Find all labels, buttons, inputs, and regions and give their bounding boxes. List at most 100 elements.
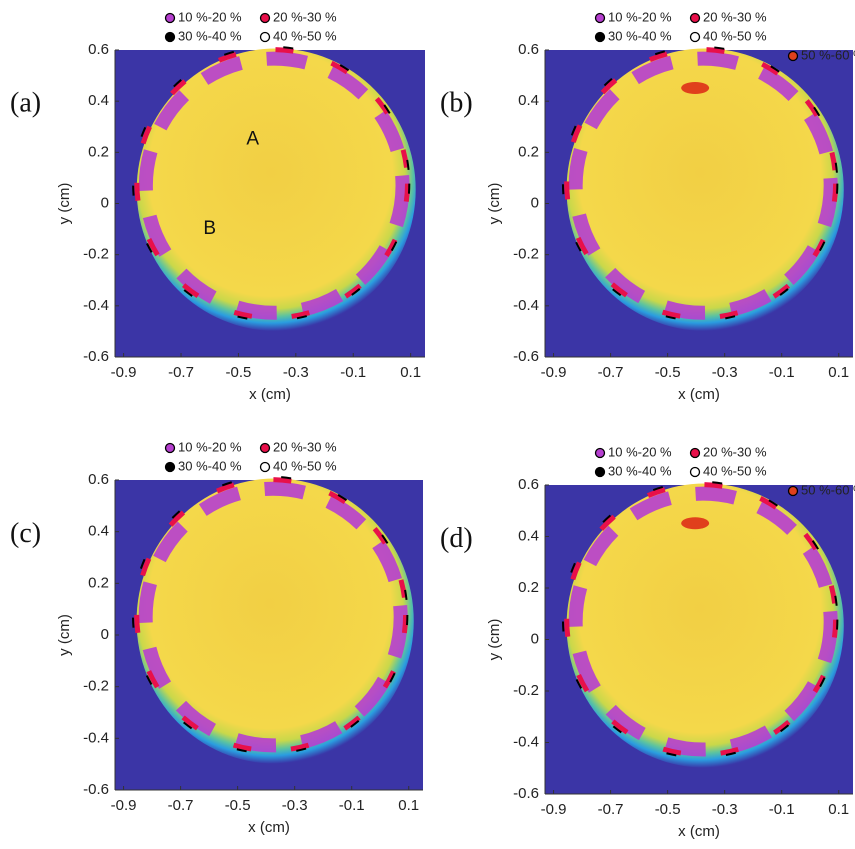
legend-label: 30 %-40 % (608, 463, 672, 478)
legend-marker (164, 12, 176, 24)
panel: -0.9 -0.7 -0.5 -0.3 -0.1 0.1 -0.6 -0.4 -0.2 0 0.2 0… (10, 9, 425, 403)
panel: -0.9 -0.7 -0.5 -0.3 -0.1 0.1 -0.6 -0.4 -0.2 0 0.2 0… (440, 9, 855, 403)
y-tick-label: 0.4 (518, 527, 539, 544)
x-tick-label: -0.7 (598, 364, 624, 381)
x-tick-label: -0.9 (541, 364, 567, 381)
y-tick-label: 0.4 (88, 92, 109, 109)
y-tick-label: -0.2 (513, 246, 539, 263)
legend-label: 30 %-40 % (608, 28, 672, 43)
x-tick-label: -0.5 (655, 801, 681, 818)
legend-label: 50 %-60 % (801, 47, 855, 62)
y-axis-label: y (cm) (56, 183, 73, 225)
legend-marker (259, 12, 271, 24)
x-tick-label: -0.5 (655, 364, 681, 381)
legend-marker (164, 461, 176, 473)
legend-label: 20 %-30 % (703, 444, 767, 459)
x-tick-label: 0.1 (400, 364, 421, 381)
x-tick-label: -0.3 (712, 801, 738, 818)
sample-disk (136, 48, 416, 331)
y-tick-label: -0.2 (83, 678, 109, 695)
legend-marker (689, 12, 701, 24)
sample-disk (566, 48, 844, 331)
y-tick-label: 0.4 (518, 92, 539, 109)
legend-marker (689, 31, 701, 43)
legend-marker (594, 447, 606, 459)
legend-label: 10 %-20 % (608, 9, 672, 24)
y-axis-label: y (cm) (56, 614, 73, 656)
x-tick-label: -0.5 (225, 364, 251, 381)
x-tick-label: -0.5 (225, 797, 251, 814)
y-tick-label: -0.4 (83, 729, 109, 746)
legend-label: 40 %-50 % (273, 458, 337, 473)
y-tick-label: 0 (101, 626, 109, 643)
legend-marker (164, 442, 176, 454)
y-tick-label: 0.6 (518, 41, 539, 58)
legend-label: 10 %-20 % (178, 439, 242, 454)
x-tick-label: -0.9 (111, 364, 137, 381)
x-axis-label: x (cm) (678, 386, 720, 403)
panel-label: (b) (440, 88, 473, 119)
y-tick-label: -0.2 (83, 246, 109, 263)
x-axis-label: x (cm) (249, 386, 291, 403)
x-tick-label: 0.1 (828, 801, 849, 818)
y-tick-label: 0 (531, 630, 539, 647)
deviation-ring (564, 47, 839, 321)
y-axis-label: y (cm) (486, 183, 503, 225)
legend-label: 40 %-50 % (273, 28, 337, 43)
legend-label: 10 %-20 % (608, 444, 672, 459)
deviation-ring (131, 475, 409, 755)
deviation-ring (134, 47, 411, 321)
legend-label: 20 %-30 % (273, 9, 337, 24)
deviation-ring (681, 517, 710, 530)
legend-marker (594, 31, 606, 43)
y-tick-label: 0.6 (518, 476, 539, 493)
y-tick-label: 0.4 (88, 523, 109, 540)
legend-label: 30 %-40 % (178, 458, 242, 473)
sample-disk (136, 478, 414, 764)
sample-disk (566, 483, 844, 768)
deviation-ring (132, 45, 411, 322)
legend-label: 40 %-50 % (703, 28, 767, 43)
y-tick-label: -0.6 (513, 348, 539, 365)
panel-label: (a) (10, 88, 41, 119)
legend-marker (259, 442, 271, 454)
y-tick-label: 0 (531, 194, 539, 211)
y-tick-label: 0 (101, 194, 109, 211)
deviation-ring (561, 480, 839, 759)
x-axis-label: x (cm) (678, 823, 720, 840)
legend-label: 50 %-60 % (801, 482, 855, 497)
y-tick-label: 0.2 (518, 579, 539, 596)
legend-marker (259, 461, 271, 473)
deviation-ring (681, 82, 710, 95)
x-tick-label: -0.9 (111, 797, 137, 814)
annotation: B (203, 218, 216, 239)
legend-marker (689, 466, 701, 478)
legend-marker (787, 485, 799, 497)
legend-marker (689, 447, 701, 459)
legend-marker (164, 31, 176, 43)
x-tick-label: -0.1 (769, 364, 795, 381)
x-tick-label: 0.1 (828, 364, 849, 381)
y-tick-label: -0.2 (513, 682, 539, 699)
panel-label: (c) (10, 518, 41, 549)
panel: -0.9 -0.7 -0.5 -0.3 -0.1 0.1 -0.6 -0.4 -0.2 0 0.2 0… (440, 444, 855, 840)
legend-label: 10 %-20 % (178, 9, 242, 24)
legend-label: 20 %-30 % (703, 9, 767, 24)
panel: -0.9 -0.7 -0.5 -0.3 -0.1 0.1 -0.6 -0.4 -0.2 0 0.2 0… (10, 439, 423, 836)
x-tick-label: -0.1 (339, 797, 365, 814)
y-tick-label: 0.6 (88, 471, 109, 488)
x-axis-label: x (cm) (248, 819, 290, 836)
x-tick-label: 0.1 (398, 797, 419, 814)
legend-label: 30 %-40 % (178, 28, 242, 43)
deviation-ring (568, 486, 838, 757)
y-tick-label: -0.6 (513, 785, 539, 802)
x-tick-label: -0.7 (168, 797, 194, 814)
legend-marker (594, 466, 606, 478)
y-tick-label: 0.2 (88, 574, 109, 591)
annotation: A (246, 129, 259, 150)
x-tick-label: -0.9 (541, 801, 567, 818)
y-tick-label: 0.2 (88, 143, 109, 160)
y-tick-label: -0.4 (83, 297, 109, 314)
